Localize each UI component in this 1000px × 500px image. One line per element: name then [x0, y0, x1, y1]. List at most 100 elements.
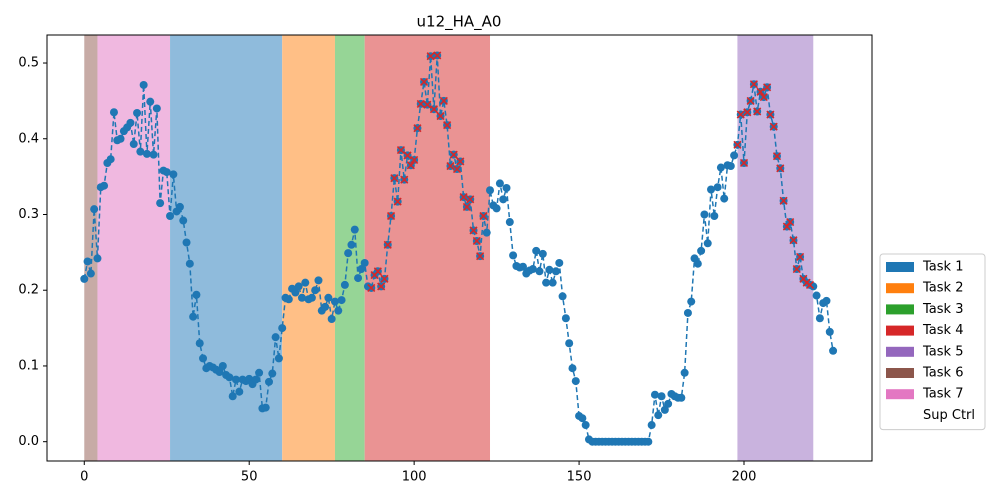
cross-marker: [753, 107, 762, 116]
data-point: [175, 202, 184, 211]
cross-marker: [772, 152, 782, 161]
cross-marker: [439, 96, 448, 105]
cross-marker: [466, 195, 475, 204]
data-point: [551, 267, 560, 276]
x-tick-label: 50: [241, 470, 258, 485]
task-span: [97, 35, 171, 461]
data-point: [713, 183, 722, 192]
cross-marker: [462, 202, 471, 211]
data-point: [90, 205, 99, 214]
data-point: [660, 405, 669, 414]
data-point: [324, 293, 333, 302]
data-point: [215, 368, 224, 377]
cross-marker: [443, 121, 452, 130]
cross-marker: [429, 105, 439, 114]
data-point: [149, 150, 158, 159]
x-tick-label: 0: [80, 470, 88, 485]
cross-marker: [396, 146, 406, 155]
data-point: [278, 324, 287, 333]
data-point: [291, 288, 300, 297]
data-point: [116, 134, 125, 143]
data-point: [647, 421, 656, 430]
data-point: [189, 312, 198, 321]
data-point: [225, 373, 234, 382]
data-point: [218, 361, 227, 370]
data-point: [192, 290, 201, 299]
data-point: [680, 368, 689, 377]
cross-marker: [736, 110, 745, 119]
data-point: [703, 239, 712, 248]
data-point: [664, 399, 673, 408]
data-point: [545, 265, 554, 274]
data-point: [301, 278, 310, 287]
data-point: [822, 296, 831, 305]
cross-marker: [456, 157, 465, 166]
cross-marker: [400, 175, 409, 184]
legend-label: Task 6: [922, 366, 963, 381]
data-point: [109, 108, 118, 117]
cross-marker: [739, 158, 749, 168]
data-point: [654, 411, 663, 420]
data-point: [502, 183, 511, 192]
data-point: [825, 327, 834, 336]
data-point: [162, 168, 171, 177]
data-point: [265, 377, 274, 386]
data-point: [650, 390, 659, 399]
cross-marker: [779, 196, 788, 205]
data-point: [235, 387, 244, 396]
data-point: [561, 314, 570, 323]
data-point: [185, 259, 194, 268]
data-point: [129, 140, 138, 149]
legend-label: Task 5: [922, 344, 963, 359]
data-point: [578, 414, 587, 423]
data-point: [169, 170, 178, 179]
data-point: [347, 240, 356, 249]
data-point: [505, 218, 514, 227]
cross-marker: [449, 150, 458, 159]
legend-label: Task 7: [922, 387, 963, 402]
data-point: [350, 225, 359, 234]
legend-swatch: [886, 368, 914, 378]
cross-marker: [746, 96, 755, 105]
data-point: [136, 147, 145, 156]
cross-marker: [386, 211, 396, 221]
legend-swatch: [886, 346, 914, 357]
data-point: [535, 267, 544, 276]
data-point: [133, 109, 142, 118]
x-tick-label: 150: [567, 470, 592, 485]
data-point: [228, 392, 237, 401]
data-point: [100, 181, 109, 190]
data-point: [255, 368, 264, 377]
data-point: [314, 276, 323, 285]
data-point: [195, 339, 204, 348]
y-tick-label: 0.2: [18, 283, 39, 298]
data-point: [311, 286, 320, 295]
data-point: [565, 339, 574, 348]
data-point: [126, 118, 135, 127]
legend-label: Task 3: [922, 302, 963, 317]
legend-swatch: [886, 410, 914, 421]
data-point: [499, 195, 508, 204]
data-point: [657, 392, 666, 401]
data-point: [261, 403, 270, 412]
cross-marker: [373, 267, 382, 276]
cross-marker: [459, 193, 468, 202]
data-point: [730, 151, 739, 160]
cross-marker: [479, 211, 488, 221]
cross-marker: [446, 161, 455, 171]
data-point: [344, 249, 353, 258]
y-tick-label: 0.5: [18, 56, 39, 71]
x-tick-label: 100: [402, 470, 427, 485]
data-point: [482, 228, 491, 237]
data-point: [340, 280, 349, 289]
data-point: [720, 194, 729, 203]
legend-swatch: [886, 262, 914, 272]
data-point: [83, 257, 92, 266]
data-point: [294, 282, 303, 291]
cross-marker: [769, 122, 778, 131]
cross-marker: [403, 151, 412, 160]
data-point: [700, 210, 709, 219]
data-point: [307, 293, 316, 302]
data-point: [677, 393, 686, 402]
y-tick-label: 0.3: [18, 207, 39, 222]
